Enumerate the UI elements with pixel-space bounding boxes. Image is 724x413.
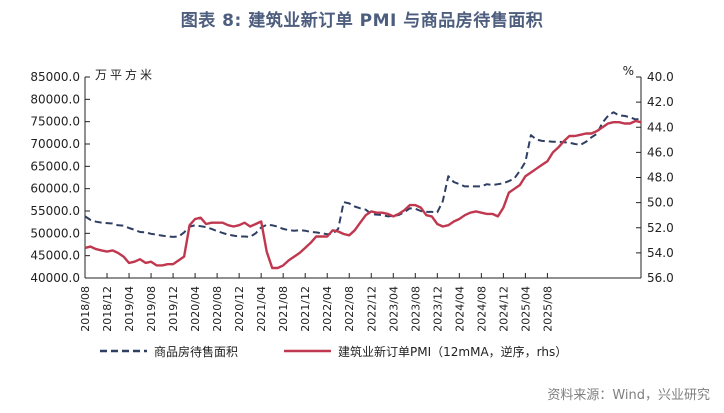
legend-label: 商品房待售面积 <box>154 344 238 359</box>
legend-label: 建筑业新订单PMI（12mMA，逆序，rhs） <box>338 344 567 359</box>
x-tick-label: 2020/12 <box>233 286 246 332</box>
figure-title: 图表 8: 建筑业新订单 PMI 与商品房待售面积 <box>180 11 544 31</box>
legend-unsold-area: 商品房待售面积 <box>100 344 238 359</box>
left-tick-label: 80000.0 <box>30 92 80 106</box>
right-tick-label: 44.0 <box>647 120 674 134</box>
x-tick-label: 2022/12 <box>365 286 378 332</box>
x-tick-label: 2018/08 <box>79 286 92 332</box>
x-tick-label: 2023/04 <box>387 286 400 332</box>
right-tick-label: 48.0 <box>647 171 674 185</box>
x-tick-label: 2020/04 <box>189 286 202 332</box>
x-tick-label: 2025/04 <box>519 286 532 332</box>
left-tick-label: 55000.0 <box>30 204 80 218</box>
right-tick-label: 52.0 <box>647 221 674 235</box>
x-tick-label: 2021/04 <box>255 286 268 332</box>
x-tick-label: 2019/04 <box>123 286 136 332</box>
x-tick-label: 2022/04 <box>321 286 334 332</box>
right-tick-label: 42.0 <box>647 95 674 109</box>
right-axis-unit: % <box>623 64 634 78</box>
right-tick-label: 46.0 <box>647 145 674 159</box>
right-tick-label: 40.0 <box>647 70 674 84</box>
x-tick-label: 2025/08 <box>541 286 554 332</box>
left-tick-label: 50000.0 <box>30 226 80 240</box>
left-tick-label: 85000.0 <box>30 70 80 84</box>
left-tick-label: 65000.0 <box>30 159 80 173</box>
x-tick-label: 2020/08 <box>211 286 224 332</box>
source-note: 资料来源：Wind，兴业研究 <box>547 388 710 403</box>
x-tick-label: 2021/08 <box>277 286 290 332</box>
x-tick-label: 2021/12 <box>299 286 312 332</box>
legend-construction-pmi: 建筑业新订单PMI（12mMA，逆序，rhs） <box>284 344 567 359</box>
left-tick-label: 75000.0 <box>30 115 80 129</box>
x-tick-label: 2024/12 <box>497 286 510 332</box>
left-axis-unit: 万平方米 <box>95 67 155 82</box>
x-tick-label: 2024/08 <box>475 286 488 332</box>
x-tick-label: 2024/04 <box>453 286 466 332</box>
series-line-construction-pmi <box>84 119 642 270</box>
x-tick-label: 2023/12 <box>431 286 444 332</box>
legend: 商品房待售面积 建筑业新订单PMI（12mMA，逆序，rhs） <box>100 344 567 359</box>
x-tick-label: 2019/12 <box>167 286 180 332</box>
x-tick-label: 2019/08 <box>145 286 158 332</box>
axes: 85000.0 80000.0 75000.0 70000.0 65000.0 60000… <box>30 64 673 332</box>
series-lines <box>84 111 642 270</box>
x-tick-label: 2018/12 <box>101 286 114 332</box>
left-tick-label: 40000.0 <box>30 271 80 285</box>
x-tick-label: 2023/08 <box>409 286 422 332</box>
right-tick-label: 54.0 <box>647 246 674 260</box>
left-tick-label: 70000.0 <box>30 137 80 151</box>
right-tick-label: 50.0 <box>647 196 674 210</box>
x-tick-label: 2022/08 <box>343 286 356 332</box>
right-tick-label: 56.0 <box>647 271 674 285</box>
left-tick-label: 60000.0 <box>30 182 80 196</box>
left-tick-label: 45000.0 <box>30 249 80 263</box>
